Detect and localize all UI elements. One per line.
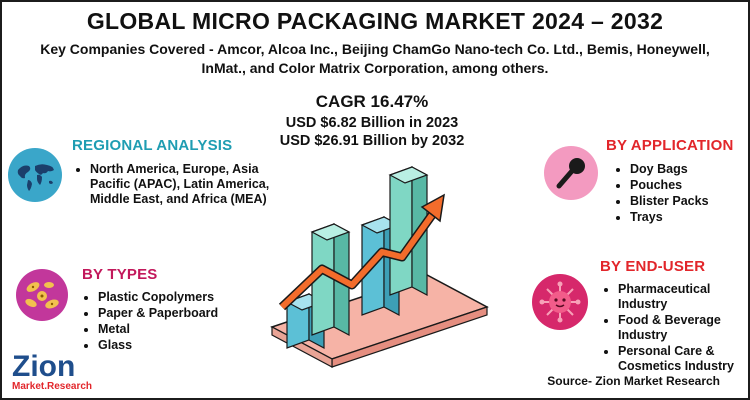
list-item: Plastic Copolymers bbox=[98, 290, 268, 305]
list-item: Personal Care & Cosmetics Industry bbox=[618, 344, 750, 374]
virus-graphic bbox=[539, 281, 581, 323]
list-item: North America, Europe, Asia Pacific (APA… bbox=[90, 162, 290, 207]
regional-list: North America, Europe, Asia Pacific (APA… bbox=[74, 162, 290, 208]
page-title: GLOBAL MICRO PACKAGING MARKET 2024 – 203… bbox=[86, 8, 664, 34]
market-value-2023: USD $6.82 Billion in 2023 bbox=[285, 115, 459, 131]
microphone-graphic bbox=[556, 158, 585, 189]
particles-icon bbox=[16, 269, 68, 321]
microphone-icon bbox=[544, 146, 598, 200]
logo-subtitle: Market.Research bbox=[12, 381, 93, 392]
list-item: Pharmaceutical Industry bbox=[618, 282, 750, 312]
list-item: Trays bbox=[630, 210, 750, 225]
growth-chart-illustration bbox=[270, 166, 489, 368]
world-map-icon bbox=[8, 148, 62, 202]
list-item: Glass bbox=[98, 338, 268, 353]
particles-graphic bbox=[25, 282, 59, 309]
application-list: Doy Bags Pouches Blister Packs Trays bbox=[614, 162, 750, 226]
by-application-title: BY APPLICATION bbox=[606, 137, 734, 154]
end-user-list: Pharmaceutical Industry Food & Beverage … bbox=[602, 282, 750, 375]
cagr-value: CAGR 16.47% bbox=[315, 92, 429, 111]
regional-analysis-title: REGIONAL ANALYSIS bbox=[72, 137, 233, 154]
list-item: Metal bbox=[98, 322, 268, 337]
world-map-graphic bbox=[17, 164, 54, 191]
by-end-user-title: BY END-USER bbox=[600, 258, 706, 275]
list-item: Blister Packs bbox=[630, 194, 750, 209]
types-list: Plastic Copolymers Paper & Paperboard Me… bbox=[82, 290, 268, 354]
key-companies-text: Key Companies Covered - Amcor, Alcoa Inc… bbox=[40, 41, 710, 76]
source-text: Source- Zion Market Research bbox=[547, 374, 720, 388]
virus-icon bbox=[532, 274, 588, 330]
list-item: Pouches bbox=[630, 178, 750, 193]
by-types-title: BY TYPES bbox=[82, 266, 158, 283]
logo-wordmark: Zion bbox=[12, 350, 76, 383]
list-item: Paper & Paperboard bbox=[98, 306, 268, 321]
list-item: Food & Beverage Industry bbox=[618, 313, 750, 343]
list-item: Doy Bags bbox=[630, 162, 750, 177]
market-stats: CAGR 16.47% USD $6.82 Billion in 2023 US… bbox=[222, 90, 522, 150]
market-value-2032: USD $26.91 Billion by 2032 bbox=[279, 133, 465, 149]
zion-logo: Zion Market.Research bbox=[12, 350, 93, 393]
